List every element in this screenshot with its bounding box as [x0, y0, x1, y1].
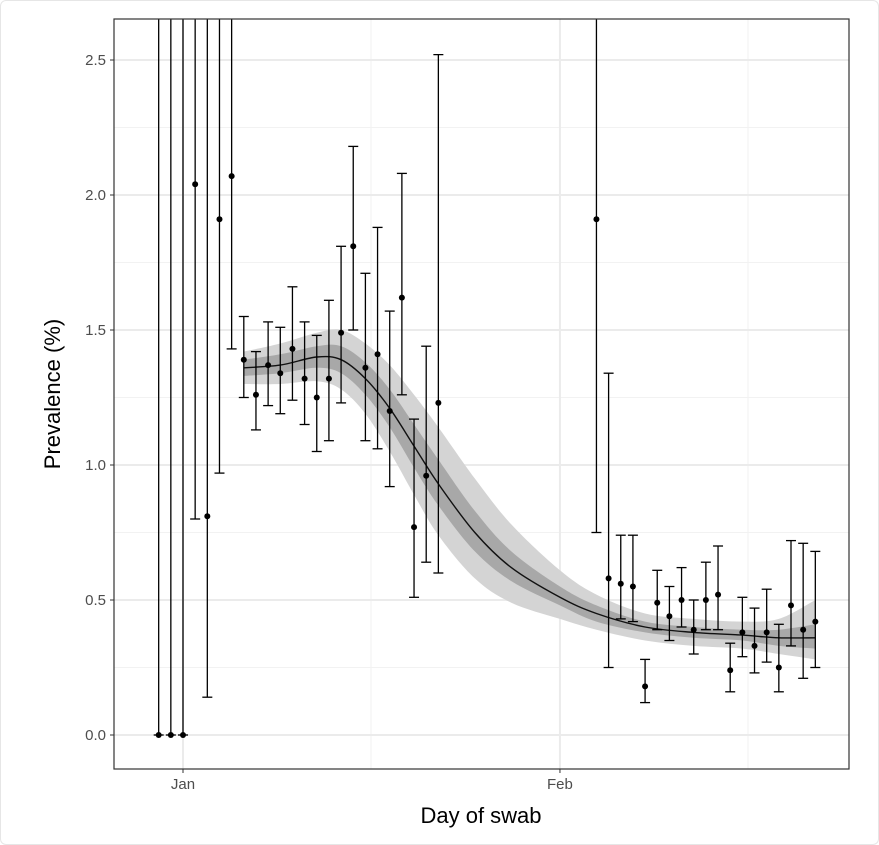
data-point [252, 391, 259, 398]
data-point [642, 683, 649, 690]
x-axis-ticks: Jan Feb [171, 769, 573, 793]
fit-line [243, 355, 816, 639]
data-point [788, 602, 794, 609]
data-point [277, 370, 284, 377]
y-tick-label: 2.0 [85, 187, 106, 204]
data-point [690, 626, 697, 633]
data-point [678, 597, 685, 603]
data-point [727, 667, 734, 674]
data-point [386, 408, 393, 414]
data-point [313, 394, 320, 401]
data-point [605, 575, 612, 582]
data-point [739, 629, 746, 636]
panel-border [113, 18, 850, 770]
y-tick-label: 0.5 [85, 592, 106, 609]
data-point [423, 472, 430, 479]
y-axis-label: Prevalence (%) [40, 319, 65, 469]
data-point [715, 591, 722, 598]
x-tick-label: Jan [171, 776, 195, 793]
smooth-fit [243, 355, 816, 639]
data-point [751, 642, 758, 649]
data-point [617, 580, 624, 587]
data-point [666, 613, 673, 620]
data-point [593, 216, 600, 223]
data-point [228, 173, 235, 180]
x-axis-label: Day of swab [420, 803, 541, 828]
x-tick-label: Feb [547, 776, 573, 793]
data-point [775, 664, 782, 671]
y-tick-label: 0.0 [85, 727, 106, 744]
data-point [629, 583, 636, 590]
data-point [180, 732, 186, 738]
data-point [411, 524, 418, 531]
data-point [338, 329, 345, 336]
inner-confidence-band [243, 344, 816, 649]
data-point [374, 351, 381, 358]
data-point [167, 732, 174, 738]
data-point [654, 599, 661, 606]
data-point [289, 345, 296, 352]
data-point [350, 243, 357, 250]
y-tick-label: 1.5 [85, 322, 106, 339]
y-tick-label: 1.0 [85, 457, 106, 474]
data-point [362, 364, 369, 371]
data-points [153, 19, 821, 738]
data-point [192, 181, 199, 188]
data-point [216, 216, 223, 223]
data-point [702, 597, 709, 603]
data-point [435, 399, 442, 406]
data-point [800, 626, 807, 633]
data-point [155, 732, 162, 738]
data-point [398, 294, 405, 301]
data-point [265, 362, 272, 369]
data-point [240, 356, 247, 363]
confidence-bands [243, 329, 816, 660]
y-axis-ticks: 0.0 0.5 1.0 1.5 2.0 2.5 [85, 52, 114, 744]
data-point [204, 513, 211, 520]
data-point [301, 375, 308, 382]
data-point [812, 618, 819, 625]
data-point [763, 629, 770, 636]
y-tick-label: 2.5 [85, 52, 106, 69]
data-point [325, 375, 332, 382]
